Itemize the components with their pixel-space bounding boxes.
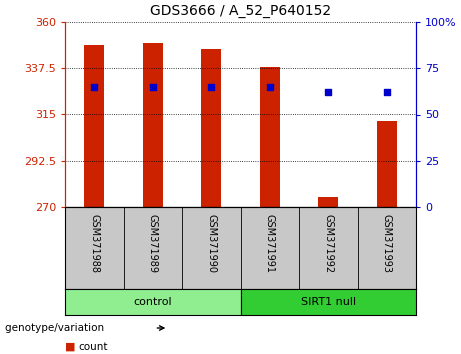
Bar: [84, 45, 105, 207]
Point: [90, 84, 98, 90]
Point: [207, 84, 215, 90]
Text: GSM371993: GSM371993: [382, 213, 392, 273]
Point: [383, 90, 390, 95]
Text: SIRT1 null: SIRT1 null: [301, 297, 356, 307]
Text: GSM371990: GSM371990: [206, 213, 216, 273]
Point: [149, 84, 156, 90]
Text: count: count: [78, 342, 108, 352]
Point: [266, 84, 273, 90]
Text: genotype/variation: genotype/variation: [5, 323, 107, 333]
Text: ■: ■: [65, 342, 75, 352]
Title: GDS3666 / A_52_P640152: GDS3666 / A_52_P640152: [150, 4, 331, 18]
Point: [325, 90, 332, 95]
Bar: [377, 121, 397, 207]
Text: GSM371989: GSM371989: [148, 213, 158, 273]
Bar: [318, 197, 338, 207]
Text: GSM371988: GSM371988: [89, 213, 99, 273]
Text: GSM371992: GSM371992: [323, 213, 333, 273]
Text: GSM371991: GSM371991: [265, 213, 275, 273]
Bar: [201, 49, 221, 207]
Text: control: control: [133, 297, 172, 307]
Bar: [260, 67, 280, 207]
Bar: [142, 42, 163, 207]
